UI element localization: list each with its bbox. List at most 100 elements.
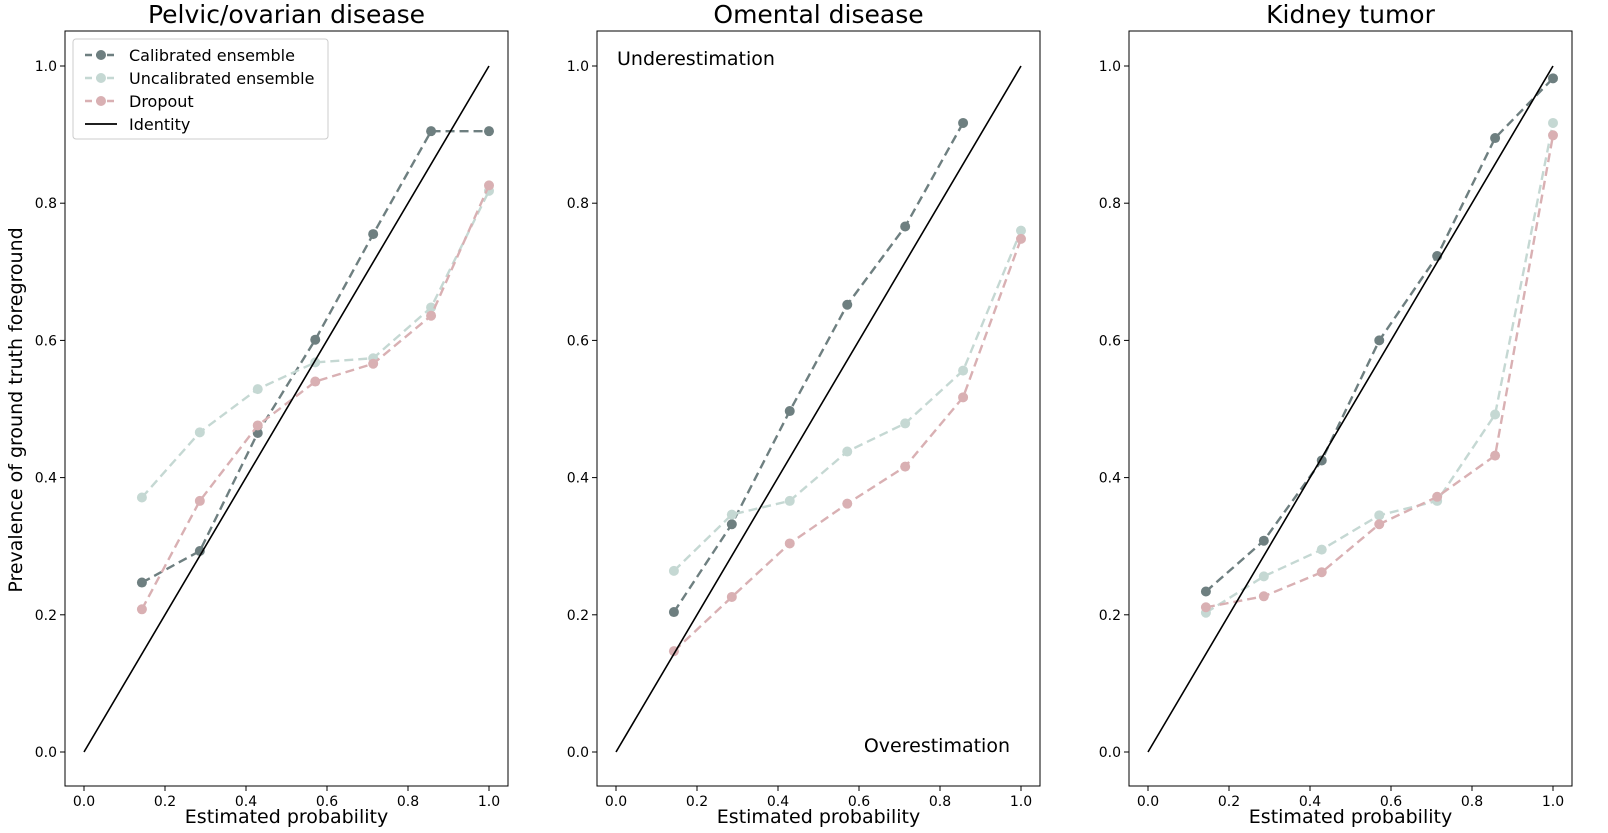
panel-3-xtick-label: 0.0 — [1137, 794, 1159, 810]
panel-2-ytick-label: 1.0 — [567, 59, 589, 75]
panel-2-series-calibrated-ensemble-point — [958, 117, 969, 128]
panel-1-series-calibrated-ensemble-point — [484, 126, 494, 137]
panel-2-series-uncalibrated-ensemble-point — [900, 418, 911, 429]
panel-3-series-uncalibrated-ensemble-point — [1374, 510, 1385, 521]
panel-2-x-axis-label: Estimated probability — [717, 806, 920, 828]
panel-3-series-uncalibrated-ensemble-line — [1205, 122, 1555, 614]
panel-3-ytick-label: 0.8 — [1099, 196, 1121, 212]
panel-1-ytick-label: 0.2 — [35, 608, 57, 624]
figure-y-axis-label: Prevalence of ground truth foreground — [5, 227, 27, 592]
panel-2-series-dropout-point — [842, 498, 853, 509]
legend-uncalibrated-ensemble-label: Uncalibrated ensemble — [129, 69, 314, 88]
panel-3-series-dropout-point — [1258, 591, 1269, 602]
panel-1-series-uncalibrated-ensemble-point — [194, 427, 205, 438]
panel-1-series-dropout-point — [252, 420, 263, 431]
panel-3-series-calibrated-ensemble-point — [1548, 73, 1558, 84]
legend-calibrated-ensemble-marker — [96, 50, 106, 60]
legend-uncalibrated-ensemble-marker — [96, 73, 106, 83]
panel-1-xtick-label: 1.0 — [478, 794, 500, 810]
panel-2-series-dropout-point — [784, 538, 795, 549]
panel-1-series-dropout-point — [310, 376, 321, 387]
panel-3-series-uncalibrated-ensemble-point — [1548, 117, 1558, 128]
panel-3-xtick-label: 0.4 — [1299, 794, 1321, 810]
panel-2-series-calibrated-ensemble-point — [900, 221, 911, 232]
panel-3-frame — [1128, 30, 1573, 787]
panel-2-series-uncalibrated-ensemble-point — [1016, 225, 1026, 236]
panel-1-series-uncalibrated-ensemble-point — [136, 492, 147, 503]
panel-2-xtick-label: 0.4 — [767, 794, 789, 810]
panel-3-xtick-label: 0.6 — [1380, 794, 1402, 810]
panel-3-xtick-label: 0.8 — [1461, 794, 1483, 810]
panel-2-series-uncalibrated-ensemble-point — [842, 446, 853, 457]
panel-2-annotation-underestimation: Underestimation — [617, 48, 775, 70]
panel-3-x-axis-label: Estimated probability — [1249, 806, 1452, 828]
panel-2-ytick-label: 0.2 — [567, 608, 589, 624]
panel-2-series-dropout-point — [900, 461, 911, 472]
panel-1-series-dropout-point — [136, 604, 147, 615]
panel-2-xtick-label: 0.0 — [605, 794, 627, 810]
panel-1-series-dropout-line — [140, 184, 491, 610]
panel-2-ytick-label: 0.0 — [567, 745, 589, 761]
panel-1-series-calibrated-ensemble-point — [194, 546, 205, 557]
panel-3-ytick-label: 0.4 — [1099, 471, 1121, 487]
panel-3-xtick-label: 0.2 — [1218, 794, 1240, 810]
panel-3-series-dropout-point — [1490, 450, 1501, 461]
panel-2-series-calibrated-ensemble-point — [784, 406, 795, 417]
legend-dropout-label: Dropout — [129, 92, 194, 111]
panel-1-xtick-label: 0.4 — [235, 794, 257, 810]
panel-1-series-calibrated-ensemble-point — [136, 577, 147, 588]
panel-1-title: Pelvic/ovarian disease — [148, 0, 425, 29]
panel-3-ytick-label: 0.2 — [1099, 608, 1121, 624]
panel-2-series-dropout-point — [726, 591, 737, 602]
panel-1-xtick-label: 0.2 — [154, 794, 176, 810]
panel-3-series-dropout-point — [1200, 602, 1211, 613]
panel-2-xtick-label: 0.6 — [848, 794, 870, 810]
panel-1-series-calibrated-ensemble-line — [141, 129, 489, 584]
panel-1-xtick-label: 0.6 — [316, 794, 338, 810]
panel-1-series-dropout-point — [194, 495, 205, 506]
panel-3-ytick-label: 0.6 — [1099, 333, 1121, 349]
panel-3-series-identity-line — [1147, 65, 1554, 753]
panel-2-xtick-label: 0.2 — [686, 794, 708, 810]
panel-2-series-uncalibrated-ensemble-point — [726, 509, 737, 520]
panel-1-xtick-label: 0.8 — [397, 794, 419, 810]
panel-1-series-uncalibrated-ensemble-point — [426, 302, 437, 313]
panel-2-ytick-label: 0.6 — [567, 333, 589, 349]
panel-1-ytick-label: 0.4 — [35, 471, 57, 487]
panel-3-series-calibrated-ensemble-point — [1374, 335, 1385, 346]
legend-box — [72, 38, 329, 140]
panel-3-series-dropout-point — [1432, 491, 1443, 502]
panel-1-series-calibrated-ensemble-point — [310, 334, 321, 345]
panel-3-series-dropout-point — [1548, 130, 1558, 141]
legend-identity-label: Identity — [129, 115, 190, 134]
panel-2-series-identity-line — [615, 65, 1022, 753]
panel-2-series-uncalibrated-ensemble-point — [958, 365, 969, 376]
panel-2-frame — [596, 30, 1041, 787]
panel-2-series-calibrated-ensemble-line — [672, 122, 965, 613]
panel-2-ytick-label: 0.8 — [567, 196, 589, 212]
panel-1-ytick-label: 1.0 — [35, 59, 57, 75]
panel-2-series-calibrated-ensemble-point — [842, 299, 853, 310]
panel-2-series-dropout-point — [1016, 233, 1026, 244]
panel-3-xtick-label: 1.0 — [1542, 794, 1564, 810]
panel-3-ytick-label: 0.0 — [1099, 745, 1121, 761]
panel-2-series-uncalibrated-ensemble-point — [784, 495, 795, 506]
panel-2-series-calibrated-ensemble-point — [726, 519, 737, 530]
panel-1-xtick-label: 0.0 — [73, 794, 95, 810]
legend-calibrated-ensemble-label: Calibrated ensemble — [129, 46, 295, 65]
panel-3-series-calibrated-ensemble-point — [1200, 586, 1211, 597]
panel-1-series-calibrated-ensemble-point — [368, 229, 379, 240]
panel-3-series-calibrated-ensemble-point — [1258, 535, 1269, 546]
panel-2-series-uncalibrated-ensemble-point — [668, 565, 679, 576]
panel-1-series-dropout-point — [368, 358, 379, 369]
panel-1-series-uncalibrated-ensemble-point — [252, 384, 263, 395]
panel-3-series-uncalibrated-ensemble-point — [1316, 544, 1327, 555]
panel-3-series-uncalibrated-ensemble-point — [1258, 571, 1269, 582]
panel-2-series-uncalibrated-ensemble-line — [673, 230, 1023, 572]
panel-3-series-dropout-point — [1316, 567, 1327, 578]
panel-2-ytick-label: 0.4 — [567, 471, 589, 487]
panel-3-series-uncalibrated-ensemble-point — [1490, 409, 1501, 420]
panel-3-title: Kidney tumor — [1266, 0, 1435, 29]
panel-1-ytick-label: 0.8 — [35, 196, 57, 212]
